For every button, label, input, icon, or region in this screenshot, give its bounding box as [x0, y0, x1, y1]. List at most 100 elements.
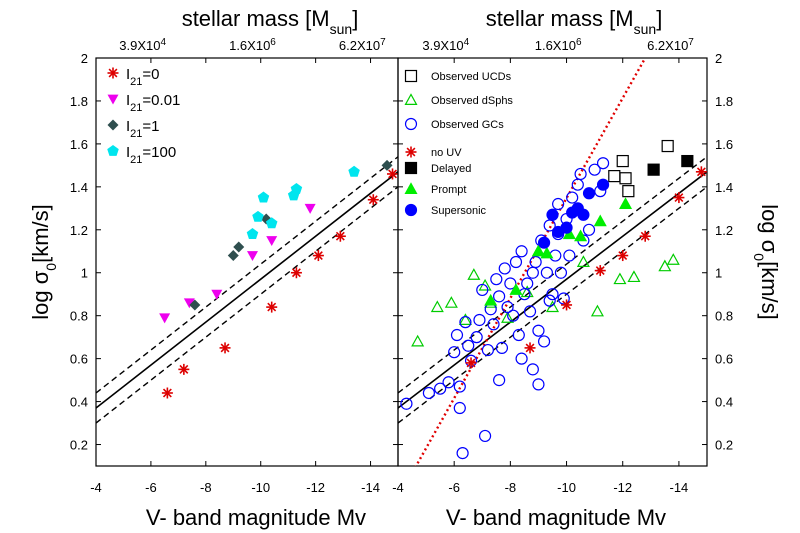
panel-2: -4 -6 -8 -10 -12 -14 0.2 0.4 0.6 0.8 1 1.2 1.4 1.6 1.8…	[392, 37, 733, 496]
data-point	[520, 285, 534, 298]
data-point	[507, 309, 520, 322]
data-point	[257, 191, 270, 203]
data-point	[233, 241, 245, 253]
data-point	[367, 194, 379, 206]
data-point	[681, 154, 694, 168]
series-i21-1	[189, 159, 393, 311]
x-tick-label: -8	[200, 480, 212, 495]
data-point	[593, 214, 607, 227]
data-point	[348, 165, 360, 177]
legend-marker	[107, 119, 119, 131]
data-point	[252, 210, 264, 222]
data-point	[524, 342, 536, 354]
data-point	[453, 401, 466, 415]
data-point	[537, 236, 551, 249]
data-point	[582, 223, 596, 236]
data-point	[588, 163, 601, 176]
data-point	[498, 262, 511, 275]
data-point	[487, 318, 500, 331]
data-point	[465, 357, 477, 369]
top-axis-sub-right: sun	[634, 21, 657, 37]
top-tick-label: 6.2X107	[339, 37, 386, 54]
legend-label: Observed GCs	[431, 119, 504, 131]
y-tick-label: 0.4	[715, 395, 733, 410]
relation-line	[96, 156, 398, 394]
y-tick-label: 1	[715, 266, 722, 281]
series-delayed	[647, 154, 694, 176]
x-tick-label: -6	[145, 480, 157, 495]
data-point	[639, 230, 651, 242]
x-tick-label: -6	[448, 480, 460, 495]
data-point	[334, 230, 346, 242]
data-point	[227, 250, 239, 262]
x-tick-label: -12	[306, 480, 325, 495]
data-point	[266, 301, 278, 313]
legend-marker	[405, 146, 417, 158]
data-point	[617, 250, 629, 262]
data-point	[484, 293, 498, 306]
y-tick-label: 2	[715, 51, 722, 66]
legend-marker	[107, 67, 119, 79]
data-point	[546, 288, 559, 301]
red-dotted-relation	[414, 58, 647, 466]
data-point	[211, 289, 223, 300]
data-point	[647, 163, 660, 176]
data-point	[529, 255, 542, 269]
x-tick-label: -14	[670, 480, 689, 495]
legend-label: Observed UCDs	[431, 71, 512, 83]
y-tick-label: 0.6	[715, 352, 733, 367]
legend-marker	[404, 69, 418, 83]
data-point	[444, 296, 458, 308]
data-point	[661, 139, 674, 153]
top-axis-title-left: stellar mass [Msun]	[182, 6, 359, 37]
data-point	[381, 159, 393, 171]
legend-label: Supersonic	[431, 205, 487, 217]
data-point	[509, 283, 523, 295]
data-point	[596, 157, 610, 170]
data-point	[515, 352, 528, 365]
data-point	[387, 168, 398, 180]
y-tick-label: 1.6	[715, 137, 733, 152]
data-point	[458, 313, 472, 325]
data-point	[627, 270, 641, 283]
data-point	[560, 221, 573, 234]
x-tick-label: -12	[613, 480, 632, 495]
series-observed-ucds	[608, 139, 674, 198]
legend-label: no UV	[431, 147, 462, 159]
relation-line	[398, 171, 707, 409]
legend-marker	[404, 203, 418, 217]
data-point	[456, 447, 469, 460]
data-point	[304, 203, 316, 214]
data-point	[658, 259, 672, 272]
y-tick-label: 0.6	[70, 352, 88, 367]
data-point	[490, 273, 503, 286]
data-point	[523, 305, 537, 318]
data-point	[400, 397, 413, 410]
top-axis-title-right: stellar mass [Msun]	[486, 6, 663, 37]
data-point	[473, 313, 486, 327]
legend-marker	[404, 182, 418, 194]
data-point	[290, 182, 303, 194]
x-tick-label: -8	[505, 480, 517, 495]
y-tick-label: 1.4	[70, 180, 88, 195]
data-point	[590, 304, 604, 317]
data-point	[512, 328, 525, 342]
relation-line	[96, 186, 398, 424]
data-point	[478, 429, 492, 443]
data-point	[290, 267, 302, 279]
legend-label: I21=100	[126, 144, 176, 166]
top-tick-label: 3.9X104	[119, 37, 166, 54]
data-point	[493, 374, 506, 387]
data-point	[246, 251, 258, 262]
data-point	[596, 178, 610, 191]
legend-label: Delayed	[431, 163, 471, 175]
panels-group: -4 -6 -8 -10 -12 -14 0.2 0.4 0.6 0.8 1 1.2 1.4 1.6 1.8…	[70, 37, 733, 496]
data-point	[442, 376, 455, 389]
data-point	[219, 342, 231, 354]
data-point	[622, 185, 635, 198]
y-tick-label: 0.4	[70, 395, 88, 410]
data-point	[493, 290, 506, 303]
legend-label: I21=0	[126, 66, 160, 88]
data-point	[546, 208, 559, 221]
relation-lines	[398, 58, 707, 466]
